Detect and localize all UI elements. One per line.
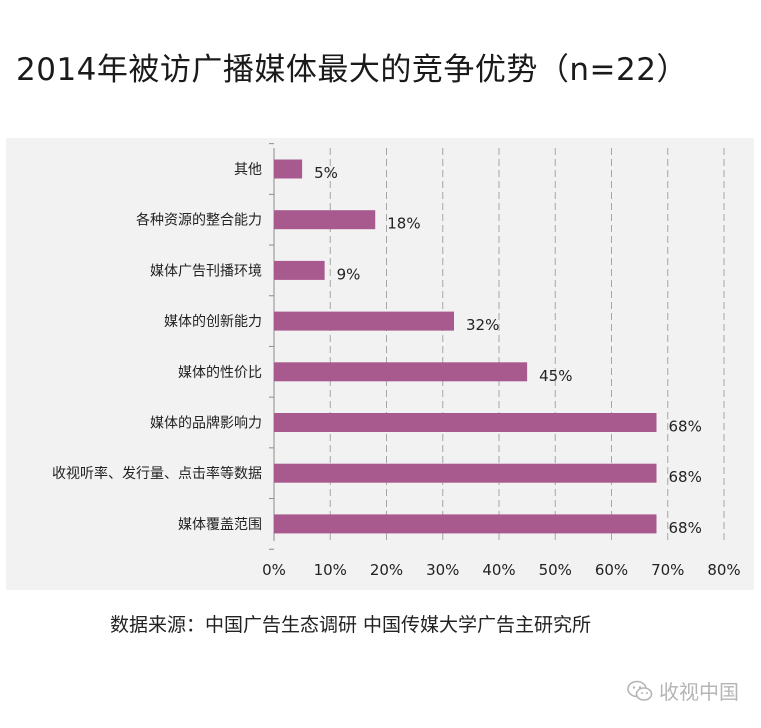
watermark: 收视中国 (627, 676, 739, 705)
value-label: 68% (669, 468, 702, 486)
category-label: 媒体的创新能力 (164, 314, 262, 330)
x-tick-label: 30% (426, 561, 459, 579)
watermark-text: 收视中国 (659, 680, 739, 704)
bar (274, 362, 528, 382)
value-label: 45% (539, 367, 572, 385)
wechat-icon (627, 680, 653, 701)
chart-panel: 其他 5% 各种资源的整合能力 18% 媒体广告刊播环境 9% 媒体的创新能力 32% 媒体的性… (6, 138, 754, 590)
x-tick-label: 40% (482, 561, 515, 579)
bar (274, 514, 657, 534)
bar-chart: 其他 5% 各种资源的整合能力 18% 媒体广告刊播环境 9% 媒体的创新能力 32% 媒体的性… (52, 143, 741, 579)
page-title: 2014年被访广播媒体最大的竞争优势（n=22） (16, 52, 688, 88)
category-label: 媒体覆盖范围 (178, 516, 262, 533)
x-tick-label: 10% (314, 561, 347, 579)
x-tick-label: 20% (370, 561, 403, 579)
category-label: 其他 (234, 162, 262, 178)
value-label: 18% (387, 215, 420, 233)
x-tick-label: 70% (651, 561, 684, 579)
bar (274, 260, 325, 280)
x-tick-label: 50% (539, 561, 572, 579)
value-label: 68% (669, 418, 702, 436)
x-tick-label: 0% (262, 561, 286, 579)
category-label: 媒体的性价比 (178, 365, 262, 381)
bar (274, 413, 657, 432)
bar (274, 210, 376, 230)
x-tick-label: 80% (707, 561, 740, 579)
value-label: 9% (337, 265, 361, 283)
bar (274, 463, 657, 483)
value-label: 32% (466, 316, 499, 334)
category-label: 各种资源的整合能力 (136, 213, 262, 229)
value-label: 68% (669, 519, 702, 537)
source-note: 数据来源：中国广告生态调研 中国传媒大学广告主研究所 (110, 614, 592, 636)
bar (274, 311, 454, 331)
value-label: 5% (314, 164, 338, 182)
bar (274, 159, 303, 179)
x-tick-label: 60% (595, 561, 628, 579)
category-label: 媒体广告刊播环境 (150, 263, 262, 279)
category-label: 收视听率、发行量、点击率等数据 (52, 465, 262, 482)
category-label: 媒体的品牌影响力 (150, 415, 262, 432)
